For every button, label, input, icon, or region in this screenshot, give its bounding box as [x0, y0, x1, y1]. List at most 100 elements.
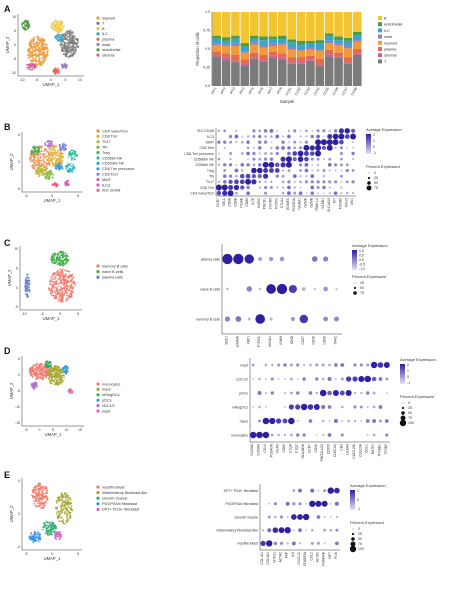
umap-point	[28, 280, 31, 282]
umap-point	[43, 54, 46, 57]
stacked-bar-segment	[249, 35, 259, 39]
umap-point	[37, 35, 39, 38]
dot-row-label: Treg	[207, 169, 214, 173]
dot-mark	[284, 527, 291, 534]
legend-swatch	[96, 167, 100, 171]
legend-label: CD8 Trm	[102, 135, 117, 139]
legend-swatch	[96, 145, 100, 149]
umap-point	[42, 158, 45, 161]
umap-point	[41, 153, 44, 156]
dot-mark	[286, 515, 289, 519]
dot-mark	[351, 169, 355, 172]
dot-mark	[216, 190, 222, 196]
pct-key-tick: 100	[408, 421, 414, 425]
umap-point	[40, 362, 43, 365]
umap-point	[70, 51, 73, 54]
stacked-bar-segment	[278, 12, 287, 36]
dot-mark	[311, 129, 314, 132]
umap-point	[26, 21, 28, 24]
stacked-legend-swatch	[378, 28, 382, 33]
umap-point	[43, 487, 46, 490]
umap-point	[65, 34, 68, 37]
umap-point	[27, 49, 29, 52]
umap-point	[53, 153, 56, 156]
umap-point	[58, 159, 60, 162]
dot-mark	[327, 487, 334, 494]
dot-mark	[274, 168, 280, 173]
umap-point	[57, 496, 60, 498]
dot-col-label: PDGFRA	[303, 551, 307, 566]
umap-point	[69, 150, 72, 153]
dot-mark	[287, 146, 291, 150]
umap-cluster-0	[47, 268, 77, 303]
umap-point	[34, 365, 37, 367]
umap-point	[55, 183, 58, 185]
umap-point	[40, 50, 42, 52]
dot-mark	[332, 139, 339, 146]
umap-point	[37, 531, 40, 534]
dot-mark	[298, 488, 302, 493]
dot-mark	[359, 405, 363, 409]
umap-point	[71, 34, 74, 37]
umap-point	[38, 502, 41, 505]
dot-mark	[264, 152, 267, 155]
dot-mark	[302, 433, 306, 437]
umap-point	[72, 149, 75, 152]
umap-point	[51, 154, 54, 157]
umap-x-tick: 0	[59, 312, 61, 316]
dot-mark	[345, 376, 352, 382]
umap-point	[40, 169, 42, 172]
expr-key-tick: -1	[357, 507, 360, 511]
dot-mark	[264, 363, 268, 367]
umap-point	[39, 155, 42, 158]
umap-point	[68, 281, 71, 283]
stacked-bar-segment	[212, 56, 221, 86]
dot-mark	[302, 513, 310, 521]
legend-swatch	[96, 53, 100, 57]
umap-x-tick: 5	[65, 78, 67, 82]
stacked-bar-segment	[343, 37, 353, 41]
umap-point	[51, 286, 54, 288]
pct-key-tick: 50	[374, 181, 378, 185]
dot-mark	[285, 156, 292, 163]
dot-row-label: ILC3	[207, 135, 214, 139]
umap-point	[40, 150, 43, 153]
stacked-bar-segment	[353, 53, 362, 55]
pct-key-dot	[351, 532, 355, 536]
umap-point	[40, 504, 43, 507]
stacked-bar-segment	[306, 49, 315, 56]
umap-point	[54, 26, 57, 29]
umap-point	[27, 24, 30, 27]
dot-row-label: CD8 Tem	[199, 146, 214, 150]
umap-point	[49, 283, 52, 286]
stacked-bar-segment	[343, 57, 353, 63]
umap-point	[72, 290, 74, 293]
umap-point	[43, 150, 45, 152]
umap-point	[48, 374, 51, 376]
dot-mark	[252, 146, 255, 149]
bar-x-tick: IPF3	[229, 86, 236, 94]
umap-point	[60, 148, 63, 150]
umap-point	[61, 275, 64, 278]
umap-point	[57, 273, 59, 276]
stacked-bar-segment	[334, 57, 343, 86]
umap-point	[53, 72, 56, 75]
umap-point	[30, 374, 32, 377]
umap-point	[28, 65, 31, 68]
umap-point	[51, 159, 53, 161]
umap-point	[55, 382, 58, 385]
umap-point	[32, 45, 34, 48]
dot-mark	[316, 157, 320, 161]
legend-swatch	[96, 409, 100, 413]
dot-mark	[346, 191, 349, 195]
dot-mark	[333, 163, 338, 167]
dot-mark	[328, 420, 331, 422]
umap-point	[32, 491, 35, 494]
umap-point	[63, 505, 66, 508]
umap-point	[39, 167, 42, 170]
umap-point	[74, 150, 77, 153]
umap-point	[33, 502, 36, 505]
stacked-bar-segment	[212, 51, 221, 55]
dot-mark	[327, 377, 332, 381]
